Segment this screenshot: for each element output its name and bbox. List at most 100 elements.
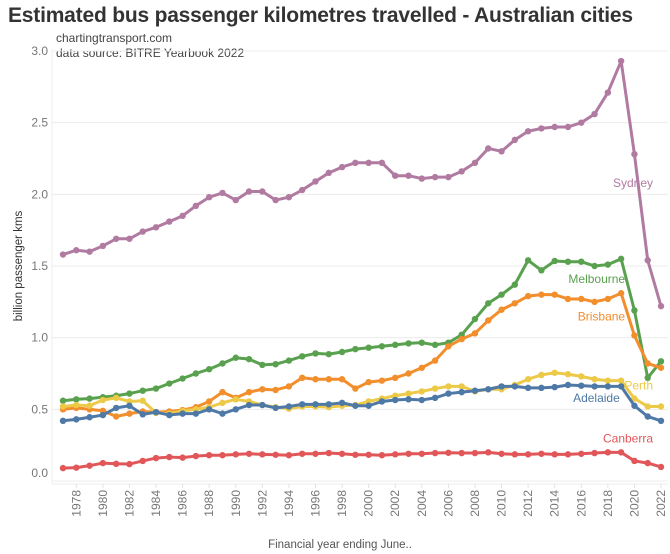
adelaide-point-1998[interactable] bbox=[338, 399, 346, 407]
melbourne-point-1982[interactable] bbox=[126, 390, 133, 397]
adelaide-point-2009[interactable] bbox=[485, 386, 492, 393]
sydney-point-1999[interactable] bbox=[352, 159, 359, 166]
melbourne-point-1993[interactable] bbox=[272, 360, 279, 368]
melbourne-point-1998[interactable] bbox=[338, 348, 346, 356]
melbourne-point-2021[interactable] bbox=[644, 374, 651, 381]
sydney-point-1978[interactable] bbox=[73, 247, 80, 254]
melbourne-point-2014[interactable] bbox=[551, 257, 558, 265]
melbourne-point-2010[interactable] bbox=[498, 291, 505, 298]
melbourne-point-1987[interactable] bbox=[192, 370, 200, 377]
sydney-point-1985[interactable] bbox=[166, 218, 173, 225]
canberra-point-2002[interactable] bbox=[392, 451, 399, 458]
sydney-point-2009[interactable] bbox=[485, 145, 492, 152]
perth-point-2007[interactable] bbox=[458, 383, 465, 390]
sydney-point-2019[interactable] bbox=[617, 57, 625, 65]
canberra-point-1987[interactable] bbox=[192, 452, 200, 460]
brisbane-point-1997[interactable] bbox=[325, 376, 332, 383]
melbourne-point-2015[interactable] bbox=[564, 258, 572, 265]
brisbane-point-1989[interactable] bbox=[219, 388, 226, 396]
melbourne-point-1988[interactable] bbox=[205, 366, 213, 373]
adelaide-point-2001[interactable] bbox=[378, 398, 386, 405]
canberra-point-1981[interactable] bbox=[112, 460, 120, 467]
canberra-point-1998[interactable] bbox=[338, 450, 346, 457]
adelaide-point-1999[interactable] bbox=[352, 402, 359, 409]
melbourne-point-2005[interactable] bbox=[431, 341, 439, 349]
sydney-point-2008[interactable] bbox=[471, 159, 479, 166]
melbourne-point-2013[interactable] bbox=[538, 267, 545, 274]
adelaide-point-2020[interactable] bbox=[631, 402, 638, 409]
perth-point-1979[interactable] bbox=[86, 402, 93, 409]
sydney-point-2016[interactable] bbox=[578, 119, 585, 126]
sydney-point-2013[interactable] bbox=[538, 125, 545, 132]
adelaide-point-1985[interactable] bbox=[166, 411, 173, 419]
canberra-point-2007[interactable] bbox=[458, 449, 465, 457]
canberra-point-1980[interactable] bbox=[99, 459, 107, 467]
adelaide-point-1987[interactable] bbox=[192, 410, 200, 417]
sydney-point-1981[interactable] bbox=[112, 235, 120, 242]
sydney-point-1997[interactable] bbox=[325, 169, 332, 177]
perth-point-2012[interactable] bbox=[524, 376, 532, 383]
canberra-point-2015[interactable] bbox=[564, 451, 572, 458]
perth-point-2003[interactable] bbox=[405, 390, 412, 397]
canberra-point-2005[interactable] bbox=[431, 449, 439, 457]
canberra-point-1988[interactable] bbox=[205, 452, 213, 459]
canberra-point-2019[interactable] bbox=[617, 449, 625, 456]
canberra-point-2012[interactable] bbox=[524, 451, 532, 458]
sydney-point-1986[interactable] bbox=[179, 212, 186, 220]
melbourne-point-2008[interactable] bbox=[471, 315, 479, 323]
brisbane-point-1981[interactable] bbox=[112, 413, 120, 420]
perth-point-2022[interactable] bbox=[657, 403, 665, 410]
canberra-point-1985[interactable] bbox=[166, 453, 173, 461]
canberra-point-2003[interactable] bbox=[405, 450, 412, 457]
brisbane-point-1982[interactable] bbox=[126, 410, 133, 417]
sydney-point-1996[interactable] bbox=[312, 178, 319, 185]
melbourne-point-1991[interactable] bbox=[245, 355, 253, 363]
canberra-point-1978[interactable] bbox=[73, 464, 80, 471]
melbourne-point-2009[interactable] bbox=[485, 300, 492, 307]
sydney-point-1979[interactable] bbox=[86, 248, 93, 255]
adelaide-point-1989[interactable] bbox=[219, 410, 226, 417]
brisbane-point-2006[interactable] bbox=[445, 343, 452, 350]
canberra-point-2011[interactable] bbox=[511, 451, 519, 458]
brisbane-point-1995[interactable] bbox=[299, 374, 306, 381]
canberra-point-2020[interactable] bbox=[631, 457, 638, 465]
brisbane-point-2015[interactable] bbox=[564, 295, 572, 303]
adelaide-point-2010[interactable] bbox=[498, 383, 505, 390]
adelaide-point-2014[interactable] bbox=[551, 383, 558, 391]
adelaide-point-1977[interactable] bbox=[59, 417, 67, 424]
brisbane-point-2012[interactable] bbox=[524, 292, 532, 300]
melbourne-point-1994[interactable] bbox=[285, 357, 293, 364]
perth-point-1980[interactable] bbox=[99, 396, 107, 404]
perth-point-2021[interactable] bbox=[644, 403, 651, 410]
canberra-point-1992[interactable] bbox=[259, 451, 266, 458]
melbourne-point-1977[interactable] bbox=[59, 397, 67, 404]
melbourne-point-2019[interactable] bbox=[617, 255, 625, 263]
sydney-point-2021[interactable] bbox=[644, 257, 651, 264]
melbourne-point-1983[interactable] bbox=[139, 387, 146, 394]
adelaide-point-2002[interactable] bbox=[392, 396, 399, 404]
canberra-point-1986[interactable] bbox=[179, 454, 186, 461]
sydney-point-2012[interactable] bbox=[524, 128, 532, 135]
melbourne-point-2022[interactable] bbox=[657, 358, 665, 365]
canberra-point-1990[interactable] bbox=[232, 451, 239, 458]
adelaide-point-2016[interactable] bbox=[578, 382, 585, 389]
canberra-point-2006[interactable] bbox=[445, 449, 452, 456]
melbourne-point-1989[interactable] bbox=[219, 360, 226, 367]
brisbane-point-2018[interactable] bbox=[604, 295, 612, 303]
canberra-point-1993[interactable] bbox=[272, 451, 279, 458]
adelaide-point-2012[interactable] bbox=[524, 384, 532, 392]
perth-point-2006[interactable] bbox=[445, 383, 452, 390]
sydney-point-1984[interactable] bbox=[152, 224, 160, 231]
perth-point-2015[interactable] bbox=[564, 371, 572, 378]
sydney-point-1982[interactable] bbox=[126, 235, 133, 242]
melbourne-point-1986[interactable] bbox=[179, 375, 186, 382]
canberra-point-2014[interactable] bbox=[551, 451, 558, 458]
brisbane-point-2000[interactable] bbox=[365, 378, 372, 386]
sydney-point-1987[interactable] bbox=[192, 202, 200, 209]
canberra-point-2016[interactable] bbox=[578, 450, 585, 457]
adelaide-point-1996[interactable] bbox=[312, 401, 319, 408]
perth-point-2019[interactable] bbox=[617, 377, 625, 384]
canberra-point-2009[interactable] bbox=[485, 449, 492, 456]
melbourne-point-2004[interactable] bbox=[418, 339, 425, 346]
melbourne-point-1999[interactable] bbox=[352, 345, 359, 353]
